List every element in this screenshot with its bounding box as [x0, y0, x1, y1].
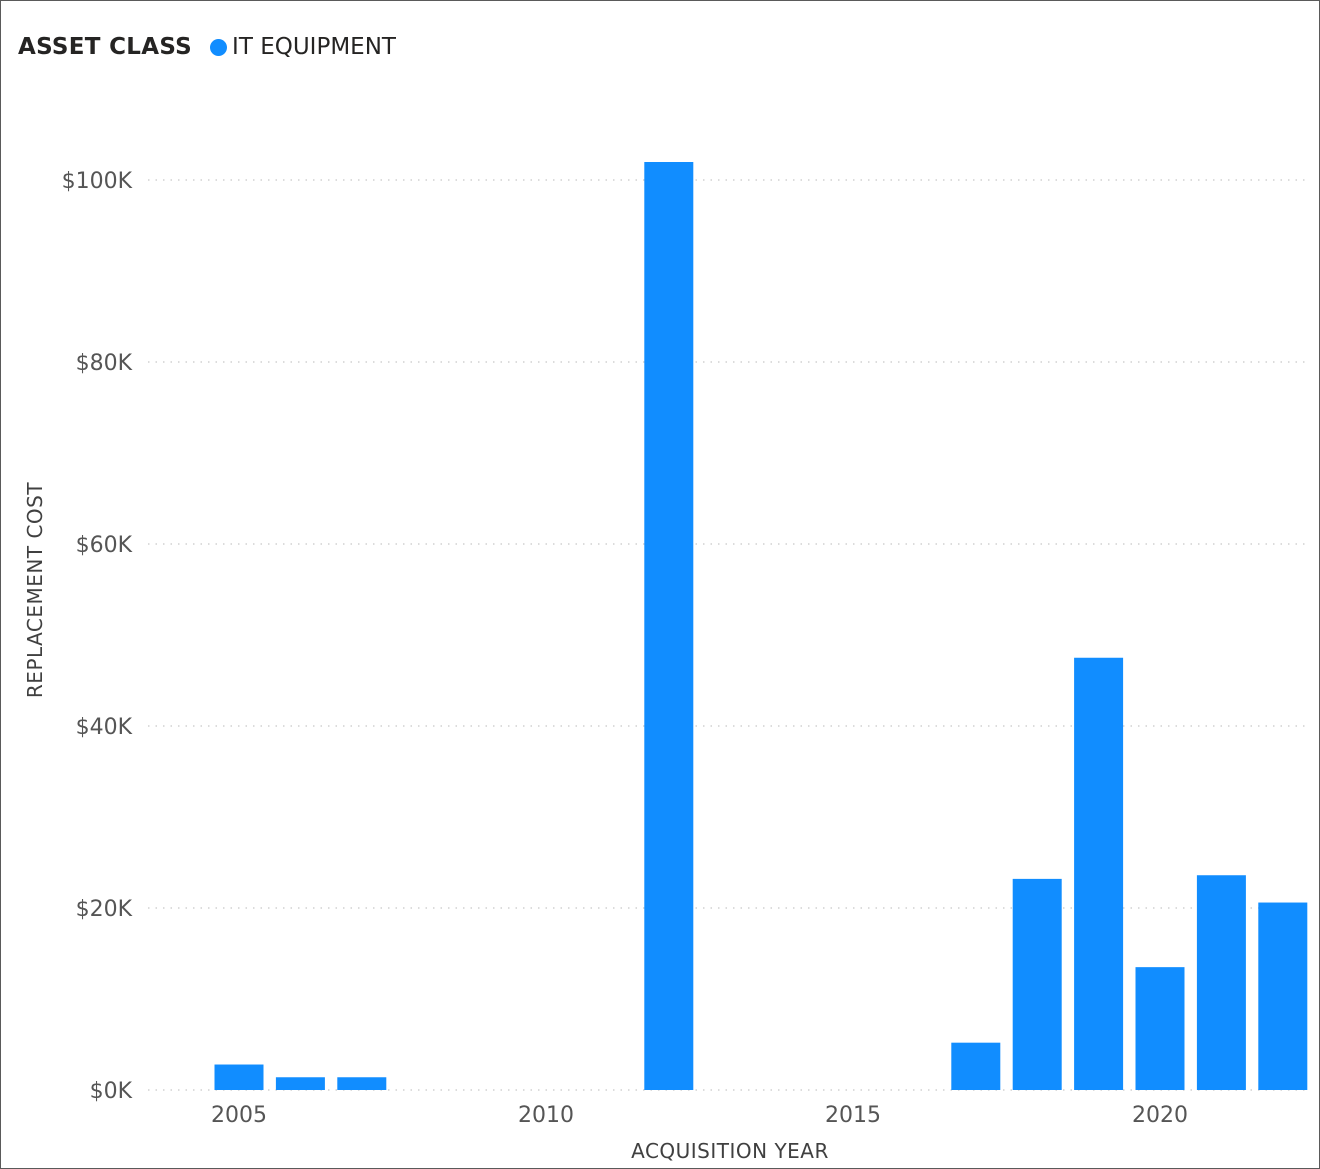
bar[interactable] [1012, 878, 1062, 1090]
y-tick-label: $100K [62, 169, 133, 194]
y-axis-title: REPLACEMENT COST [23, 482, 47, 698]
x-tick-label: 2005 [211, 1103, 267, 1128]
legend: ASSET CLASS IT EQUIPMENT [18, 31, 396, 63]
gridlines [148, 179, 1308, 1091]
x-tick-label: 2020 [1132, 1103, 1188, 1128]
legend-marker-icon[interactable] [210, 38, 228, 56]
bar[interactable] [1074, 657, 1124, 1090]
bar[interactable] [275, 1077, 325, 1090]
y-tick-label: $40K [76, 715, 133, 740]
x-axis-title: ACQUISITION YEAR [631, 1139, 829, 1163]
y-tick-label: $0K [90, 1079, 133, 1104]
legend-title: ASSET CLASS [18, 34, 193, 60]
legend-item-it-equipment[interactable]: IT EQUIPMENT [232, 34, 396, 60]
bar[interactable] [337, 1077, 387, 1090]
bar[interactable] [1135, 967, 1185, 1090]
x-tick-label: 2015 [825, 1103, 881, 1128]
x-tick-label: 2010 [518, 1103, 574, 1128]
bar[interactable] [214, 1064, 264, 1090]
bar[interactable] [1196, 875, 1246, 1090]
bar[interactable] [951, 1042, 1001, 1090]
y-tick-label: $80K [76, 351, 133, 376]
y-tick-label: $20K [76, 897, 133, 922]
y-tick-label: $60K [76, 533, 133, 558]
bar[interactable] [644, 162, 694, 1090]
bars [214, 162, 1308, 1090]
bar[interactable] [1258, 902, 1308, 1090]
x-axis: 2005 2010 2015 2020 [211, 1103, 1188, 1128]
y-axis: $0K $20K $40K $60K $80K $100K [62, 169, 133, 1104]
